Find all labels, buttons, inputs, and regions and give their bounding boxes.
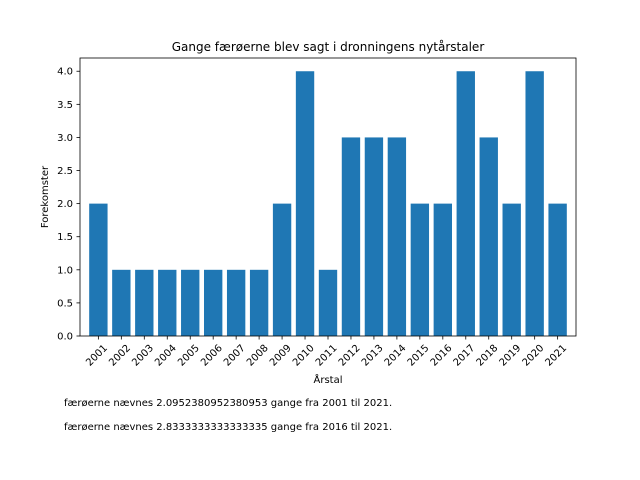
x-tick-label-2002: 2002 xyxy=(107,343,133,369)
bars-group xyxy=(89,71,567,337)
bar-2011 xyxy=(318,269,338,336)
note-2016-2021: færøerne nævnes 2.8333333333333335 gange… xyxy=(64,422,393,433)
bar-2017 xyxy=(456,71,475,337)
y-tick-label: 0.5 xyxy=(57,298,73,309)
bar-2019 xyxy=(502,203,521,336)
x-tick-label-2001: 2001 xyxy=(84,343,110,369)
x-tick-label-2010: 2010 xyxy=(291,343,317,369)
bar-2001 xyxy=(89,203,108,336)
bar-2008 xyxy=(249,269,269,336)
bar-2015 xyxy=(410,203,430,336)
bar-2012 xyxy=(341,137,361,336)
bar-2010 xyxy=(295,71,315,337)
y-tick-label: 2.0 xyxy=(57,199,73,210)
y-tick-label: 4.0 xyxy=(57,67,73,78)
y-axis-label: Forekomster xyxy=(40,165,51,228)
x-tick-label-2014: 2014 xyxy=(383,343,409,369)
y-tick-label: 3.0 xyxy=(57,133,73,144)
x-tick-label-2016: 2016 xyxy=(429,343,455,369)
bar-2021 xyxy=(548,203,567,336)
y-tick-label: 1.0 xyxy=(57,265,73,276)
x-tick-label-2006: 2006 xyxy=(199,343,225,369)
bar-2006 xyxy=(204,269,223,336)
x-axis-ticks: 2001200220032004200520062007200820092010… xyxy=(84,336,569,369)
x-tick-label-2005: 2005 xyxy=(176,343,202,369)
y-tick-label: 1.5 xyxy=(57,232,73,243)
x-tick-label-2018: 2018 xyxy=(475,343,501,369)
bar-2005 xyxy=(181,269,200,336)
bar-2002 xyxy=(112,269,131,336)
x-tick-label-2004: 2004 xyxy=(153,343,179,369)
x-tick-label-2009: 2009 xyxy=(268,343,294,369)
x-tick-label-2011: 2011 xyxy=(314,343,340,369)
y-tick-label: 3.5 xyxy=(57,100,73,111)
y-tick-label: 2.5 xyxy=(57,166,73,177)
x-axis-label: Årstal xyxy=(314,373,343,386)
x-tick-label-2003: 2003 xyxy=(130,343,156,369)
y-axis-ticks: 0.0 0.5 1.0 1.5 2.0 2.5 3.0 3.5 4.0 xyxy=(57,67,80,343)
y-tick-label: 0.0 xyxy=(57,332,73,343)
x-tick-label-2007: 2007 xyxy=(222,343,248,369)
bar-2009 xyxy=(272,203,292,336)
bar-2016 xyxy=(433,203,452,336)
x-tick-label-2019: 2019 xyxy=(498,343,524,369)
x-tick-label-2021: 2021 xyxy=(544,343,570,369)
plot-frame xyxy=(79,57,577,337)
chart-title: Gange færøerne blev sagt i dronningens n… xyxy=(172,40,485,54)
bar-2004 xyxy=(158,269,177,336)
x-tick-label-2020: 2020 xyxy=(521,343,547,369)
x-tick-label-2013: 2013 xyxy=(360,343,386,369)
x-tick-label-2017: 2017 xyxy=(452,343,478,369)
bar-2003 xyxy=(135,269,154,336)
x-tick-label-2015: 2015 xyxy=(406,343,432,369)
x-tick-label-2012: 2012 xyxy=(337,343,363,369)
bar-2018 xyxy=(479,137,498,336)
x-tick-label-2008: 2008 xyxy=(245,343,271,369)
bar-2020 xyxy=(525,71,544,337)
bar-2013 xyxy=(364,137,384,336)
bar-2007 xyxy=(226,269,246,336)
note-2001-2021: færøerne nævnes 2.0952380952380953 gange… xyxy=(64,398,393,409)
bar-2014 xyxy=(387,137,407,336)
